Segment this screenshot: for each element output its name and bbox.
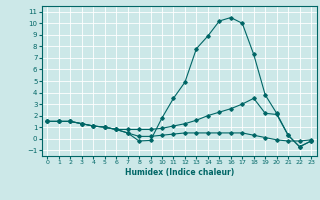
X-axis label: Humidex (Indice chaleur): Humidex (Indice chaleur) <box>124 168 234 177</box>
